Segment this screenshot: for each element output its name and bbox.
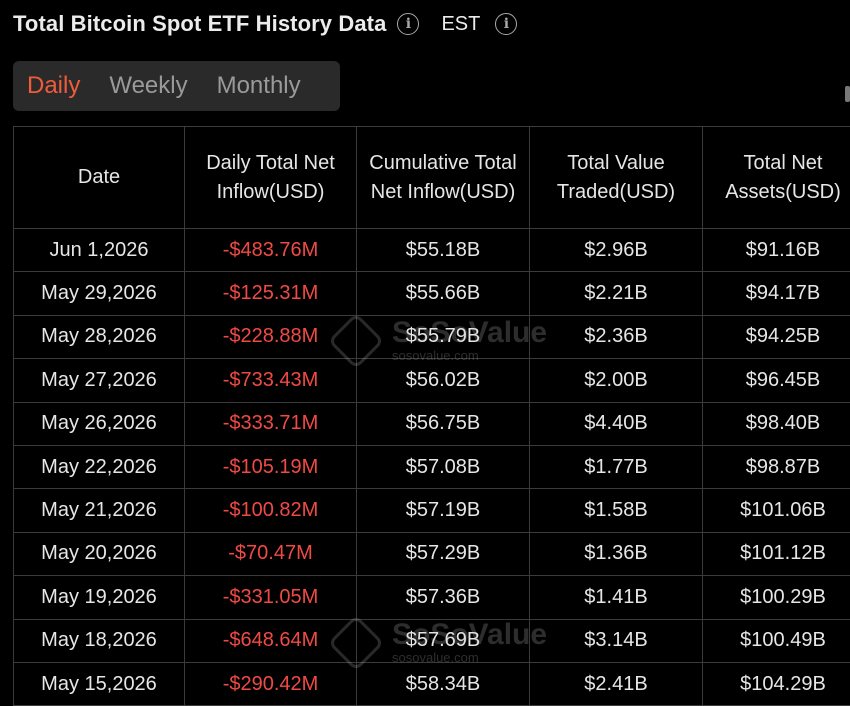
cell-date: May 15,2026 <box>13 661 185 706</box>
cell-daily-net-inflow: -$100.82M <box>184 488 357 533</box>
timezone-info-icon[interactable]: i <box>495 13 518 35</box>
cell-total-value-traded: $2.41B <box>529 661 703 706</box>
etf-history-table: Date Daily Total Net Inflow(USD) Cumulat… <box>13 126 850 706</box>
cell-date: May 20,2026 <box>13 531 185 577</box>
table-row: May 22,2026 -$105.19M $57.08B $1.77B $98.87B <box>13 444 850 490</box>
cell-date: May 18,2026 <box>13 618 185 663</box>
table-row: May 26,2026 -$333.71M $56.75B $4.40B $98.40B <box>13 401 850 446</box>
table-header-row: Date Daily Total Net Inflow(USD) Cumulat… <box>13 126 850 229</box>
cell-cumulative-net-inflow: $55.79B <box>356 314 530 360</box>
cell-cumulative-net-inflow: $57.69B <box>356 618 530 663</box>
cell-cumulative-net-inflow: $57.19B <box>356 488 530 533</box>
cell-daily-net-inflow: -$733.43M <box>184 358 357 403</box>
etf-history-table-container: Date Daily Total Net Inflow(USD) Cumulat… <box>13 126 850 706</box>
table-row: May 20,2026 -$70.47M $57.29B $1.36B $101.12B <box>13 531 850 577</box>
column-header-total-value-traded: Total Value Traded(USD) <box>529 126 703 229</box>
cell-total-net-assets: $96.45B <box>702 358 850 403</box>
cell-daily-net-inflow: -$331.05M <box>184 575 357 620</box>
cell-total-net-assets: $100.49B <box>702 618 850 663</box>
cell-cumulative-net-inflow: $57.29B <box>356 531 530 577</box>
cell-date: Jun 1,2026 <box>13 227 185 273</box>
cell-daily-net-inflow: -$70.47M <box>184 531 357 577</box>
cell-total-net-assets: $100.29B <box>702 575 850 620</box>
tab-monthly[interactable]: Monthly <box>216 72 301 99</box>
cell-cumulative-net-inflow: $55.18B <box>356 227 530 273</box>
cell-total-value-traded: $1.58B <box>529 488 703 533</box>
info-icon[interactable]: i <box>397 13 420 35</box>
cell-total-net-assets: $104.29B <box>702 661 850 706</box>
cell-total-net-assets: $94.17B <box>702 271 850 316</box>
cell-daily-net-inflow: -$290.42M <box>184 661 357 706</box>
cell-total-value-traded: $2.00B <box>529 358 703 403</box>
cell-daily-net-inflow: -$333.71M <box>184 401 357 446</box>
cell-cumulative-net-inflow: $57.36B <box>356 575 530 620</box>
table-row: May 18,2026 -$648.64M $57.69B $3.14B $100.49… <box>13 618 850 663</box>
tab-daily[interactable]: Daily <box>27 72 81 99</box>
cell-daily-net-inflow: -$125.31M <box>184 271 357 316</box>
cell-daily-net-inflow: -$483.76M <box>184 227 357 273</box>
cell-date: May 28,2026 <box>13 314 185 360</box>
cell-cumulative-net-inflow: $57.08B <box>356 444 530 490</box>
cell-total-net-assets: $94.25B <box>702 314 850 360</box>
cell-date: May 29,2026 <box>13 271 185 316</box>
cell-total-net-assets: $98.40B <box>702 401 850 446</box>
table-row: May 28,2026 -$228.88M $55.79B $2.36B $94.25B <box>13 314 850 360</box>
column-header-total-net-assets: Total Net Assets(USD) <box>702 126 850 229</box>
cell-total-value-traded: $2.96B <box>529 227 703 273</box>
column-header-daily-net-inflow: Daily Total Net Inflow(USD) <box>184 126 357 229</box>
page-header: Total Bitcoin Spot ETF History Data i ES… <box>13 8 518 40</box>
cell-total-value-traded: $1.36B <box>529 531 703 577</box>
table-row: May 15,2026 -$290.42M $58.34B $2.41B $104.29… <box>13 661 850 706</box>
cell-total-value-traded: $1.41B <box>529 575 703 620</box>
period-tabs: Daily Weekly Monthly <box>13 61 340 111</box>
cell-daily-net-inflow: -$228.88M <box>184 314 357 360</box>
cell-total-net-assets: $101.06B <box>702 488 850 533</box>
cell-cumulative-net-inflow: $56.02B <box>356 358 530 403</box>
cell-date: May 26,2026 <box>13 401 185 446</box>
table-row: May 27,2026 -$733.43M $56.02B $2.00B $96.45B <box>13 358 850 403</box>
table-row: May 19,2026 -$331.05M $57.36B $1.41B $100.29… <box>13 575 850 620</box>
cell-date: May 21,2026 <box>13 488 185 533</box>
cell-cumulative-net-inflow: $55.66B <box>356 271 530 316</box>
cell-date: May 19,2026 <box>13 575 185 620</box>
table-row: May 21,2026 -$100.82M $57.19B $1.58B $101.06… <box>13 488 850 533</box>
cell-total-net-assets: $91.16B <box>702 227 850 273</box>
page-title: Total Bitcoin Spot ETF History Data <box>13 11 387 36</box>
cell-daily-net-inflow: -$105.19M <box>184 444 357 490</box>
cell-total-value-traded: $1.77B <box>529 444 703 490</box>
timezone-label: EST <box>441 12 481 35</box>
column-header-date: Date <box>13 126 185 229</box>
tab-weekly[interactable]: Weekly <box>109 72 188 99</box>
cell-daily-net-inflow: -$648.64M <box>184 618 357 663</box>
table-row: May 29,2026 -$125.31M $55.66B $2.21B $94.17B <box>13 271 850 316</box>
cell-date: May 27,2026 <box>13 358 185 403</box>
cell-total-net-assets: $98.87B <box>702 444 850 490</box>
cell-total-net-assets: $101.12B <box>702 531 850 577</box>
cell-cumulative-net-inflow: $58.34B <box>356 661 530 706</box>
table-row: Jun 1,2026 -$483.76M $55.18B $2.96B $91.16B <box>13 227 850 273</box>
horizontal-scrollbar[interactable] <box>845 86 850 102</box>
cell-total-value-traded: $3.14B <box>529 618 703 663</box>
cell-cumulative-net-inflow: $56.75B <box>356 401 530 446</box>
cell-date: May 22,2026 <box>13 444 185 490</box>
column-header-cumulative-net-inflow: Cumulative Total Net Inflow(USD) <box>356 126 530 229</box>
cell-total-value-traded: $4.40B <box>529 401 703 446</box>
cell-total-value-traded: $2.36B <box>529 314 703 360</box>
cell-total-value-traded: $2.21B <box>529 271 703 316</box>
